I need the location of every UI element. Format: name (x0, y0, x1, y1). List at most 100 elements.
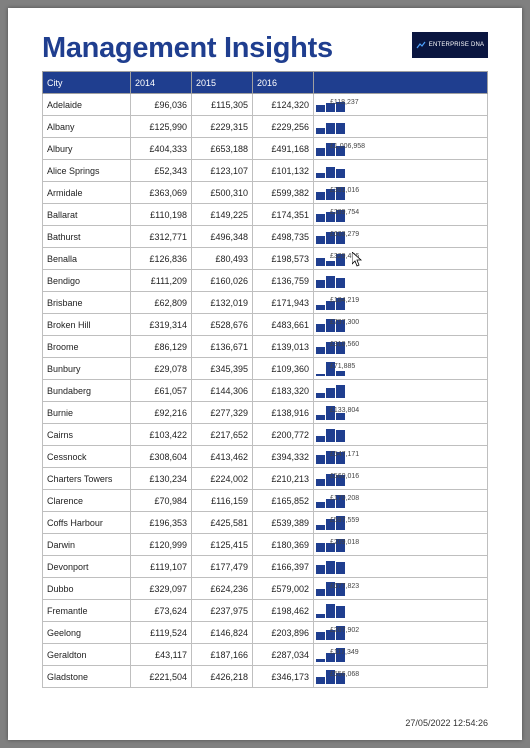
cell-city: Albany (43, 116, 131, 138)
cell-value: £43,117 (131, 644, 192, 666)
cell-value: £115,305 (192, 94, 253, 116)
spark-bar (336, 562, 345, 574)
table-row[interactable]: Charters Towers£130,234£224,002£210,213£… (43, 468, 488, 490)
cell-value: £138,916 (253, 402, 314, 424)
col-city[interactable]: City (43, 72, 131, 94)
cell-sparkline: £170,208 (314, 490, 488, 512)
cell-value: £73,624 (131, 600, 192, 622)
cell-city: Benalla (43, 248, 131, 270)
cell-value: £425,581 (192, 512, 253, 534)
table-row[interactable]: Geraldton£43,117£187,166£287,034£117,349 (43, 644, 488, 666)
spark-label: £133,804 (330, 407, 359, 414)
cell-value: £329,097 (131, 578, 192, 600)
table-row[interactable]: Brisbane£62,809£132,019£171,943£184,219 (43, 292, 488, 314)
table-row[interactable]: Bendigo£111,209£160,026£136,759 (43, 270, 488, 292)
sparkline: £547,171 (316, 450, 485, 464)
table-row[interactable]: Burnie£92,216£277,329£138,916£133,804 (43, 402, 488, 424)
sparkline: £603,279 (316, 230, 485, 244)
table-row[interactable]: Devonport£119,107£177,479£166,397 (43, 556, 488, 578)
spark-label: £184,219 (330, 297, 359, 304)
table-row[interactable]: Clarence£70,984£116,159£165,852£170,208 (43, 490, 488, 512)
table-row[interactable]: Albury£404,333£653,188£491,168£1,006,958 (43, 138, 488, 160)
table-row[interactable]: Cessnock£308,604£413,462£394,332£547,171 (43, 446, 488, 468)
cell-city: Darwin (43, 534, 131, 556)
cell-value: £483,661 (253, 314, 314, 336)
spark-bar (326, 123, 335, 134)
spark-bar (316, 280, 325, 288)
cell-value: £394,332 (253, 446, 314, 468)
table-row[interactable]: Adelaide£96,036£115,305£124,320£118,237 (43, 94, 488, 116)
table-row[interactable]: Broken Hill£319,314£528,676£483,661£797,… (43, 314, 488, 336)
table-row[interactable]: Coffs Harbour£196,353£425,581£539,389£59… (43, 512, 488, 534)
sparkline: £797,300 (316, 318, 485, 332)
table-row[interactable]: Gladstone£221,504£426,218£346,173£556,06… (43, 666, 488, 688)
spark-bar (316, 502, 325, 508)
logo-icon (416, 40, 426, 50)
table-row[interactable]: Darwin£120,999£125,415£180,369£209,018 (43, 534, 488, 556)
table-row[interactable]: Alice Springs£52,343£123,107£101,132 (43, 160, 488, 182)
table-header: City 2014 2015 2016 (43, 72, 488, 94)
cell-value: £229,256 (253, 116, 314, 138)
cell-sparkline (314, 424, 488, 446)
spark-label: £677,823 (330, 583, 359, 590)
cell-city: Geelong (43, 622, 131, 644)
cell-value: £116,159 (192, 490, 253, 512)
page-title: Management Insights (42, 32, 333, 65)
table-row[interactable]: Cairns£103,422£217,652£200,772 (43, 424, 488, 446)
sparkline: £677,823 (316, 582, 485, 596)
table-row[interactable]: Armidale£363,069£500,310£599,382£351,016 (43, 182, 488, 204)
spark-label: £71,885 (330, 363, 355, 370)
cell-value: £146,824 (192, 622, 253, 644)
table-row[interactable]: Bathurst£312,771£496,348£498,735£603,279 (43, 226, 488, 248)
spark-bar (316, 543, 325, 552)
cell-sparkline (314, 116, 488, 138)
cell-value: £491,168 (253, 138, 314, 160)
table-row[interactable]: Broome£86,129£136,671£139,013£310,560 (43, 336, 488, 358)
table-row[interactable]: Bunbury£29,078£345,395£109,360£71,885 (43, 358, 488, 380)
cell-sparkline (314, 380, 488, 402)
spark-bar (326, 167, 335, 178)
cell-sparkline: £133,804 (314, 402, 488, 424)
spark-bar (316, 589, 325, 596)
cell-sparkline (314, 270, 488, 292)
cell-value: £203,896 (253, 622, 314, 644)
col-2015[interactable]: 2015 (192, 72, 253, 94)
spark-bar (316, 305, 325, 310)
spark-label: £556,068 (330, 671, 359, 678)
spark-bar (336, 169, 345, 178)
table-row[interactable]: Albany£125,990£229,315£229,256 (43, 116, 488, 138)
cell-city: Adelaide (43, 94, 131, 116)
cell-value: £413,462 (192, 446, 253, 468)
col-2014[interactable]: 2014 (131, 72, 192, 94)
table-row[interactable]: Ballarat£110,198£149,225£174,351£289,754 (43, 204, 488, 226)
cell-value: £579,002 (253, 578, 314, 600)
cell-value: £653,188 (192, 138, 253, 160)
spark-label: £209,018 (330, 539, 359, 546)
cell-sparkline: £118,237 (314, 94, 488, 116)
spark-label: £1,006,958 (330, 143, 365, 150)
table-row[interactable]: Fremantle£73,624£237,975£198,462 (43, 600, 488, 622)
cell-value: £119,107 (131, 556, 192, 578)
table-row[interactable]: Dubbo£329,097£624,236£579,002£677,823 (43, 578, 488, 600)
cell-value: £92,216 (131, 402, 192, 424)
table-row[interactable]: Bundaberg£61,057£144,306£183,320 (43, 380, 488, 402)
spark-bar (316, 525, 325, 530)
cell-value: £136,671 (192, 336, 253, 358)
spark-label: £289,754 (330, 209, 359, 216)
col-2016[interactable]: 2016 (253, 72, 314, 94)
cell-sparkline (314, 600, 488, 622)
sparkline: £351,016 (316, 186, 485, 200)
table-row[interactable]: Benalla£126,836£80,493£198,573£329,456 (43, 248, 488, 270)
cell-sparkline: £351,016 (314, 182, 488, 204)
cell-value: £111,209 (131, 270, 192, 292)
col-sparkline[interactable] (314, 72, 488, 94)
cell-value: £61,057 (131, 380, 192, 402)
cell-value: £599,382 (253, 182, 314, 204)
cell-value: £96,036 (131, 94, 192, 116)
spark-label: £118,237 (330, 99, 359, 106)
table-row[interactable]: Geelong£119,524£146,824£203,896£207,902 (43, 622, 488, 644)
cell-value: £139,013 (253, 336, 314, 358)
cell-sparkline: £797,300 (314, 314, 488, 336)
cell-value: £144,306 (192, 380, 253, 402)
cell-value: £363,069 (131, 182, 192, 204)
